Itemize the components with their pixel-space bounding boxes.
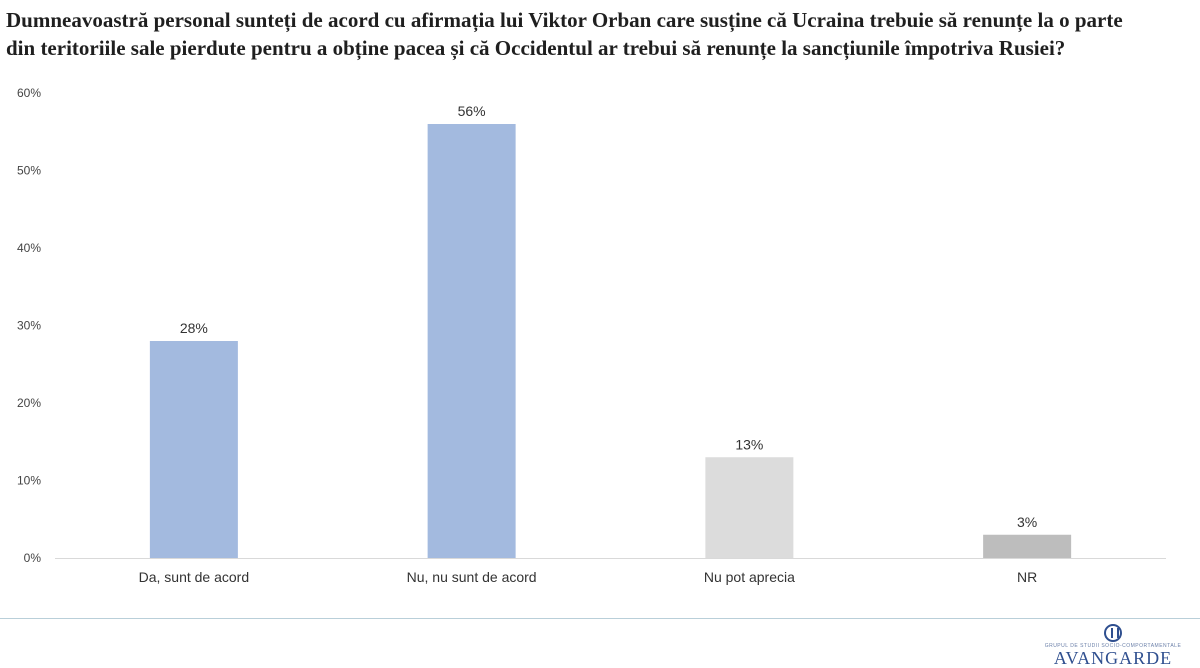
bar xyxy=(983,534,1072,558)
data-label: 56% xyxy=(458,103,486,119)
y-axis: 0% 10% 20% 30% 40% 50% 60% xyxy=(17,86,41,565)
y-tick-label: 20% xyxy=(17,396,41,410)
x-tick-label: NR xyxy=(1017,569,1037,585)
y-tick-label: 50% xyxy=(17,164,41,178)
data-label: 28% xyxy=(180,320,208,336)
logo-icon xyxy=(1104,624,1122,642)
y-tick-label: 0% xyxy=(24,551,42,565)
x-tick-label: Nu pot aprecia xyxy=(704,569,795,585)
y-tick-label: 10% xyxy=(17,474,41,488)
x-tick-label: Nu, nu sunt de acord xyxy=(407,569,537,585)
bars: 28% 56% 13% 3% xyxy=(149,103,1072,558)
data-label: 13% xyxy=(735,436,763,452)
logo-tagline: GRUPUL DE STUDII SOCIO-COMPORTAMENTALE xyxy=(1044,643,1182,649)
x-axis: Da, sunt de acord Nu, nu sunt de acord Nu … xyxy=(55,558,1166,585)
bar xyxy=(149,341,238,558)
bar xyxy=(427,124,516,558)
x-tick-label: Da, sunt de acord xyxy=(139,569,250,585)
logo-name: AVANGARDE xyxy=(1053,648,1173,668)
chart-title: Dumneavoastră personal sunteți de acord … xyxy=(6,8,1123,60)
avangarde-logo: GRUPUL DE STUDII SOCIO-COMPORTAMENTALE A… xyxy=(1038,624,1188,668)
data-label: 3% xyxy=(1017,514,1037,530)
footer-divider xyxy=(0,618,1200,619)
y-tick-label: 30% xyxy=(17,319,41,333)
y-tick-label: 60% xyxy=(17,86,41,100)
bar xyxy=(705,457,794,558)
y-tick-label: 40% xyxy=(17,241,41,255)
